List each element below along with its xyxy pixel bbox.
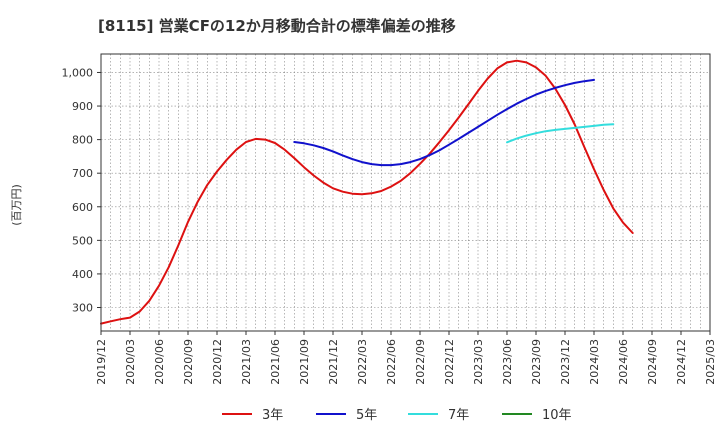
- legend-label: 10年: [542, 408, 572, 423]
- y-tick-label: 1,000: [62, 66, 94, 79]
- x-tick-label: 2023/03: [472, 339, 485, 385]
- legend-label: 5年: [356, 408, 377, 423]
- series-line-3年: [100, 59, 634, 325]
- x-tick-label: 2021/12: [327, 339, 340, 385]
- y-tick-label: 300: [72, 301, 93, 314]
- grid: [101, 54, 710, 331]
- legend-label: 3年: [262, 408, 283, 423]
- y-tick-label: 400: [72, 268, 93, 281]
- x-tick-label: 2020/03: [124, 339, 137, 385]
- x-tick-label: 2022/06: [385, 339, 398, 385]
- x-tick-label: 2023/09: [530, 339, 543, 385]
- x-tick-label: 2023/06: [501, 339, 514, 385]
- x-tick-label: 2021/03: [240, 339, 253, 385]
- x-tick-label: 2020/09: [182, 339, 195, 385]
- x-tick-label: 2022/12: [443, 339, 456, 385]
- x-tick-label: 2024/03: [588, 339, 601, 385]
- legend: 3年 5年 7年 10年: [222, 408, 572, 423]
- y-tick-label: 600: [72, 201, 93, 214]
- x-tick-label: 2021/06: [269, 339, 282, 385]
- y-tick-label: 900: [72, 100, 93, 113]
- y-ticks: 300 400 500 600 700 800 900 1,000: [62, 66, 101, 314]
- x-tick-label: 2021/09: [298, 339, 311, 385]
- plot-frame: [100, 53, 711, 332]
- x-tick-label: 2023/12: [559, 339, 572, 385]
- x-tick-label: 2020/12: [211, 339, 224, 385]
- x-tick-label: 2022/03: [356, 339, 369, 385]
- x-tick-label: 2024/09: [646, 339, 659, 385]
- x-tick-label: 2022/09: [414, 339, 427, 385]
- x-ticks: 2019/12 2020/03 2020/06 2020/09 2020/12 2021/…: [95, 331, 717, 385]
- series-line-7年: [506, 123, 615, 144]
- y-tick-label: 500: [72, 234, 93, 247]
- x-tick-label: 2024/12: [675, 339, 688, 385]
- chart-title: [8115] 営業CFの12か月移動合計の標準偏差の推移: [98, 17, 456, 35]
- y-tick-label: 800: [72, 134, 93, 147]
- x-tick-label: 2024/06: [617, 339, 630, 385]
- y-tick-label: 700: [72, 167, 93, 180]
- x-tick-label: 2020/06: [153, 339, 166, 385]
- series-line-5年: [293, 78, 595, 167]
- x-tick-label: 2019/12: [95, 339, 108, 385]
- y-axis-label: (百万円): [10, 184, 23, 226]
- x-tick-label: 2025/03: [704, 339, 717, 385]
- series-group: [100, 59, 634, 325]
- legend-label: 7年: [448, 408, 469, 423]
